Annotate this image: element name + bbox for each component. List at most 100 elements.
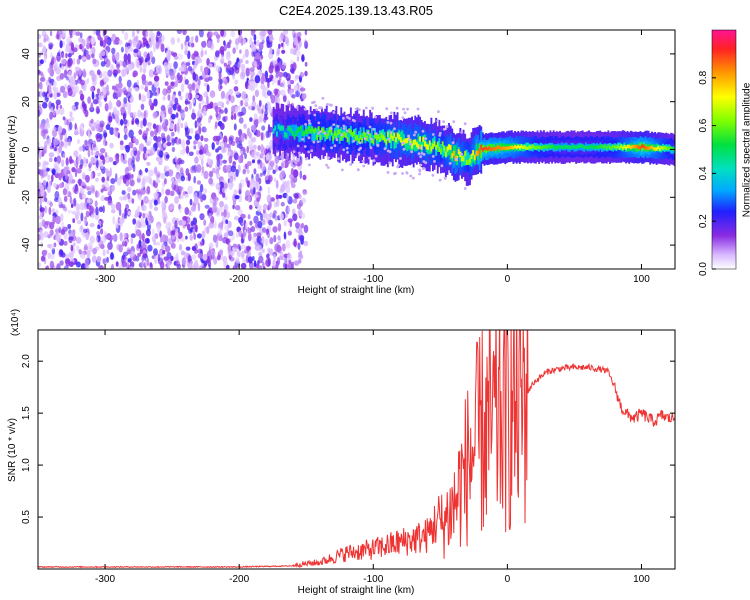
noise-cell [189,127,194,134]
noise-cell [191,82,196,91]
noise-cell [59,72,65,80]
noise-cell [268,64,274,74]
noise-cell [195,265,200,269]
noise-cell [175,138,179,145]
noise-cell [90,171,94,180]
scatter-point [342,148,346,152]
noise-cell [135,119,140,125]
ridge-cell [440,148,442,154]
ridge-cell [340,126,343,138]
noise-cell [241,91,247,100]
noise-cell [277,235,281,241]
ridge-cell [657,145,660,150]
noise-cell [176,37,181,43]
noise-cell [235,44,239,51]
ridge-cell [312,128,315,134]
noise-cell [216,210,220,216]
noise-cell [160,236,163,243]
scatter-point [326,166,330,169]
ridge-cell [449,148,452,160]
noise-cell [87,190,92,196]
noise-cell [92,58,97,65]
noise-cell [122,159,127,165]
ridge-cell [383,136,386,142]
noise-cell [282,95,287,103]
noise-cell [203,110,207,116]
noise-cell [140,94,146,103]
ridge-cell [480,144,483,150]
ridge-cell [414,140,417,152]
noise-cell [72,57,76,66]
noise-cell [38,142,41,147]
ridge-cell [388,129,391,141]
noise-cell [61,159,65,167]
noise-cell [193,145,197,150]
noise-cell [64,133,68,141]
noise-cell [105,124,111,131]
chart-title: C2E4.2025.139.13.43.R05 [279,3,433,18]
noise-cell [96,135,102,143]
ridge-cell [316,128,318,140]
ridge-cell [639,146,642,150]
noise-cell [126,79,132,88]
noise-cell [108,102,113,110]
noise-cell [212,204,218,213]
scatter-point [418,172,421,176]
noise-cell [163,165,170,172]
noise-cell [224,141,228,148]
noise-cell [124,31,129,41]
noise-cell [189,86,192,94]
noise-cell [38,103,42,109]
noise-cell [136,178,141,183]
noise-cell [110,209,116,214]
noise-cell [94,74,98,82]
noise-cell [106,90,110,96]
noise-cell [204,50,207,56]
noise-cell [214,221,217,229]
noise-cell [255,151,260,156]
ridge-cell [404,138,407,150]
ridge-cell [638,145,640,150]
noise-cell [303,224,309,234]
noise-cell [257,116,263,124]
ridge-cell [465,149,468,161]
ridge-cell [649,146,652,150]
ridge-cell [617,144,619,149]
ridge-cell [288,126,291,132]
ridge-cell [621,146,624,150]
noise-cell [279,213,284,220]
ridge-cell [509,145,512,150]
noise-cell [260,83,266,90]
ridge-cell [293,134,296,140]
noise-cell [164,245,171,253]
noise-cell [232,204,235,210]
noise-cell [74,101,79,106]
noise-cell [176,263,182,269]
ridge-cell [329,129,331,141]
noise-cell [233,86,239,92]
noise-cell [86,54,91,60]
noise-cell [73,197,77,207]
noise-cell [252,144,257,150]
noise-cell [177,231,183,240]
ridge-cell [359,127,362,139]
ridge-cell [520,144,523,148]
noise-cell [185,168,190,176]
scatter-point [342,116,345,120]
scatter-point [369,146,373,150]
ridge-cell [372,138,375,145]
noise-cell [82,68,86,78]
noise-cell [103,38,109,43]
noise-cell [206,95,209,105]
noise-cell [79,187,84,194]
noise-cell [153,192,159,199]
noise-cell [300,222,305,229]
noise-cell [245,245,252,251]
noise-cell [52,138,58,147]
noise-cell [78,67,82,77]
noise-cell [218,249,224,256]
ridge-cell [354,135,357,141]
ridge-cell [498,145,500,153]
ridge-cell [597,145,600,149]
noise-cell [180,112,186,119]
